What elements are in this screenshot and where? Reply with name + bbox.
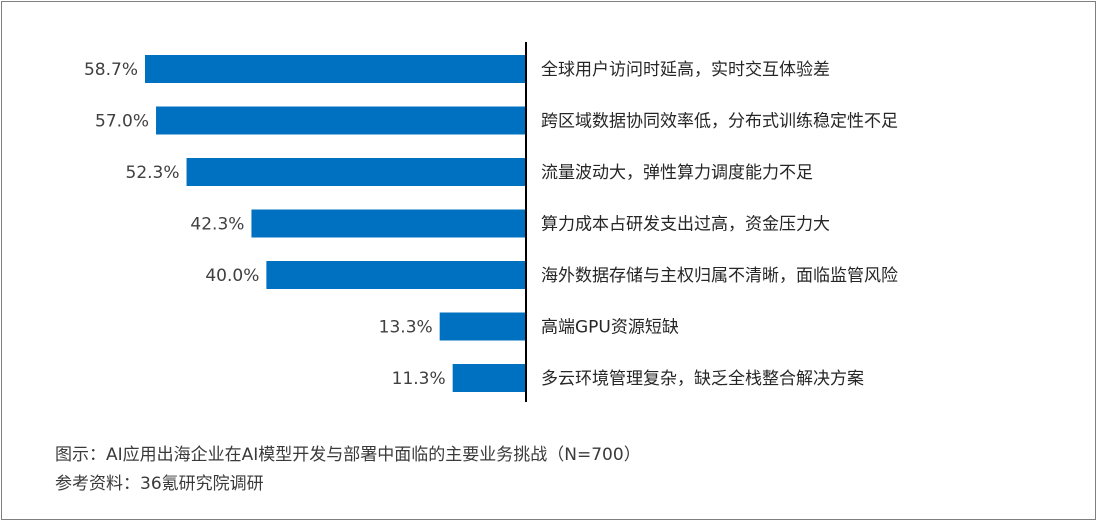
bar [186,158,526,186]
category-label: 高端GPU资源短缺 [541,318,679,338]
category-label: 跨区域数据协同效率低，分布式训练稳定性不足 [541,112,898,132]
bar [145,55,526,83]
data-label: 40.0% [205,266,259,286]
bar [156,106,527,135]
data-label: 42.3% [190,215,244,235]
data-label: 13.3% [379,318,433,338]
data-label: 52.3% [126,163,180,183]
category-label: 全球用户访问时延高，实时交互体验差 [541,60,830,80]
bar-chart: 58.7% 全球用户访问时延高，实时交互体验差 57.0% 跨区域数据协同效率低，分布… [84,42,898,402]
figure-caption: 图示：AI应用出海企业在AI模型开发与部署中面临的主要业务挑战（N=700） [55,445,641,465]
category-label: 流量波动大，弹性算力调度能力不足 [541,163,813,183]
bar [439,312,526,341]
bar [266,261,526,289]
category-label: 海外数据存储与主权归属不清晰，面临监管风险 [541,266,898,286]
data-label: 57.0% [95,112,149,132]
bar [251,209,526,238]
category-label: 多云环境管理复杂，缺乏全栈整合解决方案 [541,369,864,389]
bar [452,364,526,392]
source-note: 参考资料：36氪研究院调研 [55,474,264,494]
category-label: 算力成本占研发支出过高，资金压力大 [541,215,830,235]
data-label: 11.3% [392,369,446,389]
data-label: 58.7% [84,60,138,80]
